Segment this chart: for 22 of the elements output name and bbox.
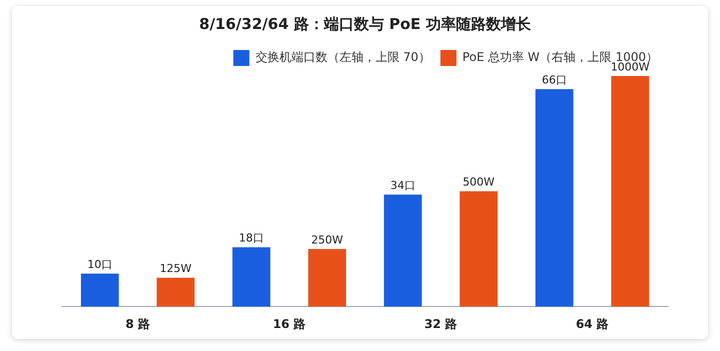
bar [535,89,574,307]
x-tick-label: 32 路 [424,316,458,331]
bar [232,247,270,307]
bar [611,76,650,307]
bar [156,278,195,307]
chart-title: 8/16/32/64 路：端口数与 PoE 功率随路数增长 [199,14,532,33]
bar [384,194,422,307]
x-tick-label: 64 路 [576,316,610,331]
x-tick-label: 8 路 [125,316,152,331]
bar [460,191,498,307]
data-label: 66口 [542,74,567,87]
data-label: 10口 [87,258,112,272]
data-label: 34口 [390,178,416,192]
data-label: 125W [160,262,192,276]
data-label: 18口 [238,232,264,245]
data-label: 1000W [610,60,650,74]
data-label: 500W [462,176,495,189]
bar [308,248,346,307]
bar [80,274,119,307]
legend-label: 交换机端口数（左轴，上限 70） [255,50,430,64]
data-label: 250W [311,233,344,246]
x-tick-label: 16 路 [272,316,307,331]
